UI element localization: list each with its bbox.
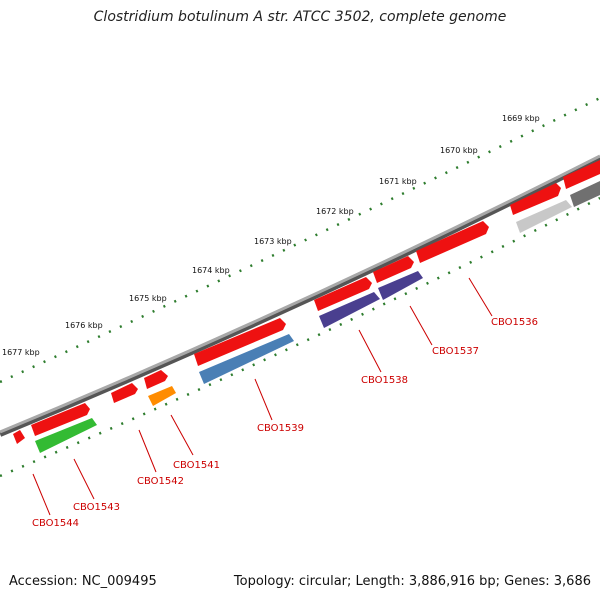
gene-label-cbo1542: CBO1542	[137, 476, 184, 487]
forward-gene	[416, 221, 489, 263]
gene-label-cbo1541: CBO1541	[173, 460, 220, 471]
leader-line	[138, 429, 157, 473]
forward-genes	[13, 160, 600, 444]
forward-gene	[563, 160, 600, 189]
forward-gene	[373, 256, 414, 283]
gene-cbo1541	[148, 386, 176, 406]
gene-cbo1537	[378, 271, 423, 300]
gene-label-cbo1539: CBO1539	[257, 423, 304, 434]
leader-line	[170, 414, 194, 456]
gene-cbo1538	[319, 292, 380, 328]
gene-label-cbo1543: CBO1543	[73, 502, 120, 513]
genome-summary-text: Topology: circular; Length: 3,886,916 bp…	[233, 574, 591, 589]
leader-line	[254, 378, 273, 421]
gene-label-cbo1537: CBO1537	[432, 346, 479, 357]
ruler-label-1677: 1677 kbp	[2, 348, 40, 357]
accession-text: Accession: NC_009495	[9, 574, 157, 589]
reverse-genes	[35, 181, 600, 453]
forward-gene	[510, 183, 561, 215]
gene-label-cbo1536: CBO1536	[491, 317, 538, 328]
forward-gene	[194, 318, 286, 366]
leader-line	[32, 473, 51, 516]
leader-line	[409, 305, 433, 346]
ruler-label-1671: 1671 kbp	[379, 177, 417, 186]
leader-lines	[32, 277, 493, 516]
ruler-label-1674: 1674 kbp	[192, 266, 230, 275]
ruler-label-1670: 1670 kbp	[440, 146, 478, 155]
gene-unlabeled	[570, 181, 600, 207]
gene-cbo1536	[516, 200, 572, 233]
leader-line	[468, 277, 493, 317]
gene-cbo1539	[199, 334, 294, 384]
forward-gene	[314, 277, 372, 311]
ruler-label-1672: 1672 kbp	[316, 207, 354, 216]
leader-line	[73, 458, 95, 500]
ruler-label-1673: 1673 kbp	[254, 237, 292, 246]
outer-ruler-arc	[0, 96, 600, 384]
ruler-label-1676: 1676 kbp	[65, 321, 103, 330]
gene-label-cbo1544: CBO1544	[32, 518, 79, 529]
forward-gene	[13, 430, 25, 444]
forward-gene	[144, 370, 168, 389]
forward-gene	[111, 383, 138, 403]
genome-backbone	[0, 154, 600, 434]
ruler-label-1669: 1669 kbp	[502, 114, 540, 123]
genome-backbone-shadow	[0, 155, 600, 437]
gene-label-cbo1538: CBO1538	[361, 375, 408, 386]
leader-line	[358, 329, 382, 373]
ruler-label-1675: 1675 kbp	[129, 294, 167, 303]
inner-ruler-arc	[0, 196, 600, 478]
gene-cbo1543	[35, 418, 97, 453]
map-title: Clostridium botulinum A str. ATCC 3502, …	[93, 9, 507, 25]
forward-gene	[31, 403, 90, 436]
